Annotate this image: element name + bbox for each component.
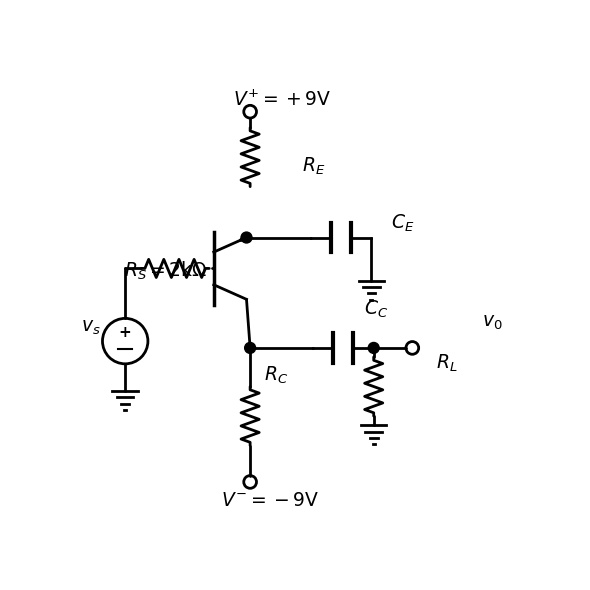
Text: $R_L$: $R_L$ xyxy=(437,353,458,375)
Circle shape xyxy=(245,342,255,353)
Text: $V^{+}=+9\mathrm{V}$: $V^{+}=+9\mathrm{V}$ xyxy=(233,90,331,110)
Text: $R_E$: $R_E$ xyxy=(302,156,326,177)
Text: $C_C$: $C_C$ xyxy=(363,299,388,320)
Text: +: + xyxy=(119,325,132,340)
Text: $R_S=2\mathrm{k}\Omega$: $R_S=2\mathrm{k}\Omega$ xyxy=(124,260,208,282)
Text: $V^{-}=-9\mathrm{V}$: $V^{-}=-9\mathrm{V}$ xyxy=(221,491,320,510)
Text: $v_s$: $v_s$ xyxy=(81,318,101,337)
Text: $v_0$: $v_0$ xyxy=(482,313,503,332)
Text: $C_E$: $C_E$ xyxy=(391,212,414,234)
Circle shape xyxy=(241,232,252,243)
Circle shape xyxy=(368,342,379,353)
Text: $R_C$: $R_C$ xyxy=(264,365,288,386)
